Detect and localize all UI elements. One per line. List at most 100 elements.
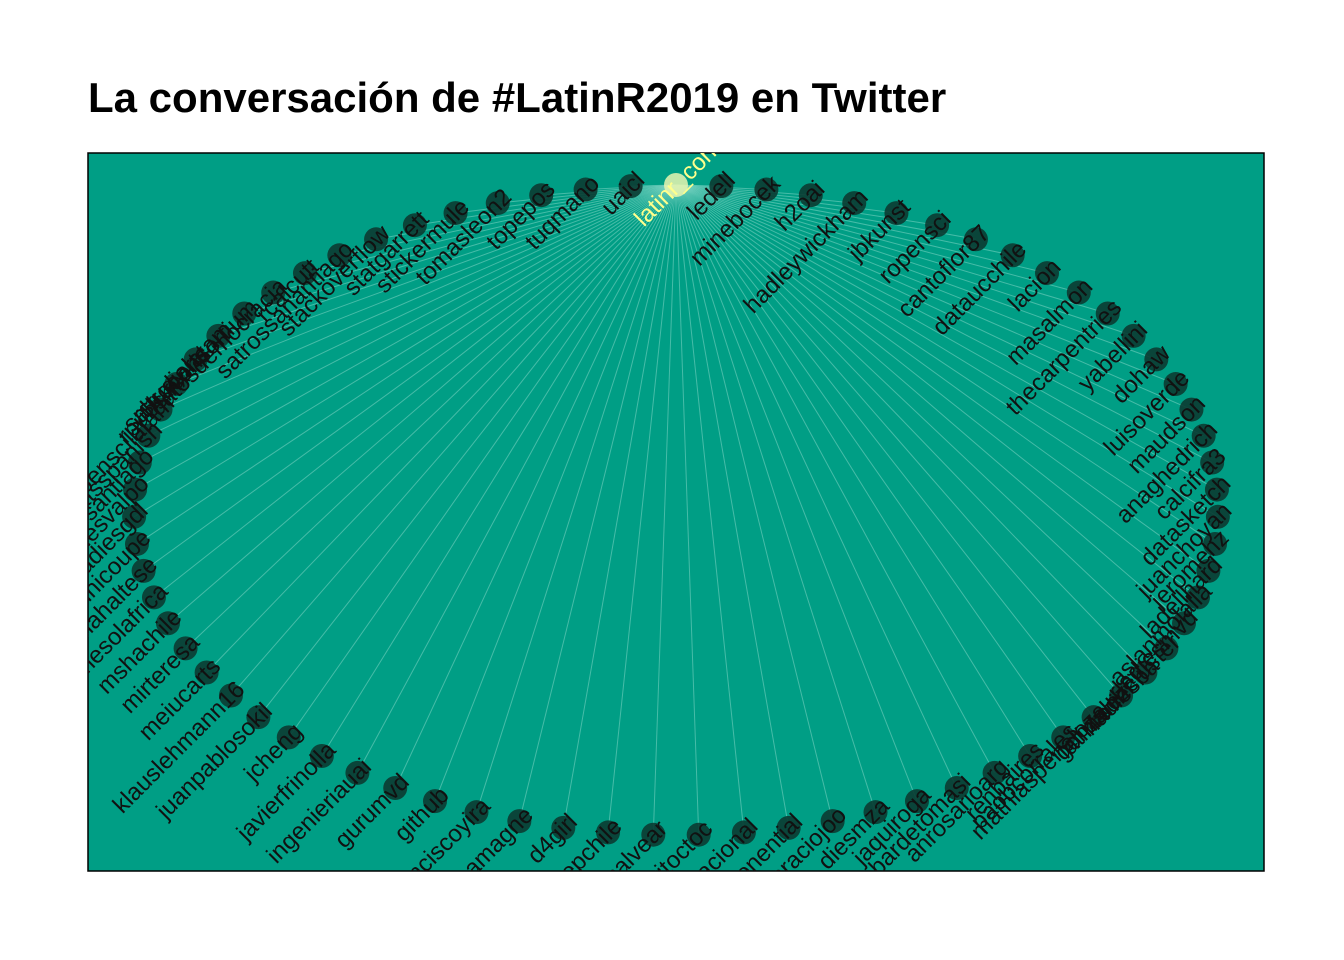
user-node	[842, 191, 867, 216]
edge-line	[675, 184, 700, 835]
edge-line	[675, 184, 834, 822]
edge-line	[675, 184, 1095, 718]
edge-line	[339, 184, 677, 256]
edge-line	[675, 184, 811, 196]
user-node	[443, 201, 468, 226]
user-node	[963, 227, 988, 252]
edge-line	[607, 184, 677, 833]
user-node	[1179, 397, 1204, 422]
hub-node	[664, 173, 688, 197]
edge-line	[153, 184, 677, 598]
edge-line	[675, 184, 876, 813]
user-node	[276, 725, 301, 750]
edge-line	[652, 184, 677, 835]
user-node	[573, 177, 598, 202]
edge-line	[675, 184, 1185, 624]
edge-line	[218, 184, 677, 337]
user-node	[327, 243, 352, 268]
user-node	[798, 183, 823, 208]
user-node	[618, 174, 643, 199]
user-node	[1200, 450, 1225, 475]
edge-line	[675, 184, 1176, 385]
edge-line	[541, 184, 677, 196]
edge-line	[675, 184, 1218, 491]
edge-line	[434, 184, 677, 802]
user-node	[944, 775, 969, 800]
user-node	[136, 423, 161, 448]
user-node	[423, 789, 448, 814]
plot-panel	[87, 152, 1265, 872]
user-node	[1121, 323, 1146, 348]
user-node	[776, 815, 801, 840]
edge-line	[675, 184, 1146, 673]
user-node	[1051, 725, 1076, 750]
user-node	[1203, 531, 1228, 556]
user-node	[148, 397, 173, 422]
node-layer	[122, 173, 1230, 847]
user-node	[863, 800, 888, 825]
user-node	[123, 477, 148, 502]
user-node	[164, 372, 189, 397]
user-node	[124, 531, 149, 556]
user-node	[1081, 705, 1106, 730]
user-node	[155, 611, 180, 636]
edge-line	[394, 184, 677, 789]
user-node	[641, 822, 666, 847]
user-node	[183, 347, 208, 372]
user-node	[261, 280, 286, 305]
user-node	[884, 201, 909, 226]
user-node	[1066, 280, 1091, 305]
user-node	[141, 585, 166, 610]
edge-line	[675, 184, 1134, 337]
edge-line	[518, 184, 677, 822]
edge-line	[244, 184, 677, 314]
edge-line	[675, 184, 1122, 696]
edge-line	[675, 184, 1108, 314]
edge-line	[675, 184, 958, 789]
user-node	[292, 261, 317, 286]
user-node	[1000, 243, 1025, 268]
edge-line	[675, 184, 1079, 294]
user-node	[131, 558, 156, 583]
user-node	[1144, 347, 1169, 372]
edge-line	[476, 184, 677, 813]
user-node	[1018, 744, 1043, 769]
edge-line	[675, 184, 1213, 463]
user-node	[754, 177, 779, 202]
user-node	[194, 660, 219, 685]
user-node	[982, 760, 1007, 785]
user-node	[904, 789, 929, 814]
edge-line	[167, 184, 677, 624]
user-node	[122, 504, 147, 529]
user-node	[232, 301, 257, 326]
user-node	[127, 450, 152, 475]
edge-line	[257, 184, 677, 718]
edge-line	[675, 184, 1048, 274]
user-node	[1205, 504, 1230, 529]
user-node	[173, 636, 198, 661]
edge-line	[675, 184, 1209, 572]
edge-line	[675, 184, 1199, 598]
user-node	[596, 820, 621, 845]
user-node	[464, 800, 489, 825]
edge-line	[675, 184, 1219, 518]
user-node	[246, 705, 271, 730]
edge-line	[675, 184, 1031, 757]
user-node	[1204, 477, 1229, 502]
edge-line	[675, 184, 1192, 411]
edge-line	[206, 184, 677, 673]
user-node	[1186, 585, 1211, 610]
edge-line	[356, 184, 677, 774]
edge-line	[675, 184, 745, 833]
user-node	[507, 809, 532, 834]
user-node	[218, 683, 243, 708]
edge-line	[288, 184, 677, 738]
user-node	[1196, 558, 1221, 583]
edge-line	[143, 184, 677, 572]
user-node	[345, 760, 370, 785]
user-node	[820, 809, 845, 834]
user-node	[1172, 611, 1197, 636]
user-node	[1191, 423, 1216, 448]
